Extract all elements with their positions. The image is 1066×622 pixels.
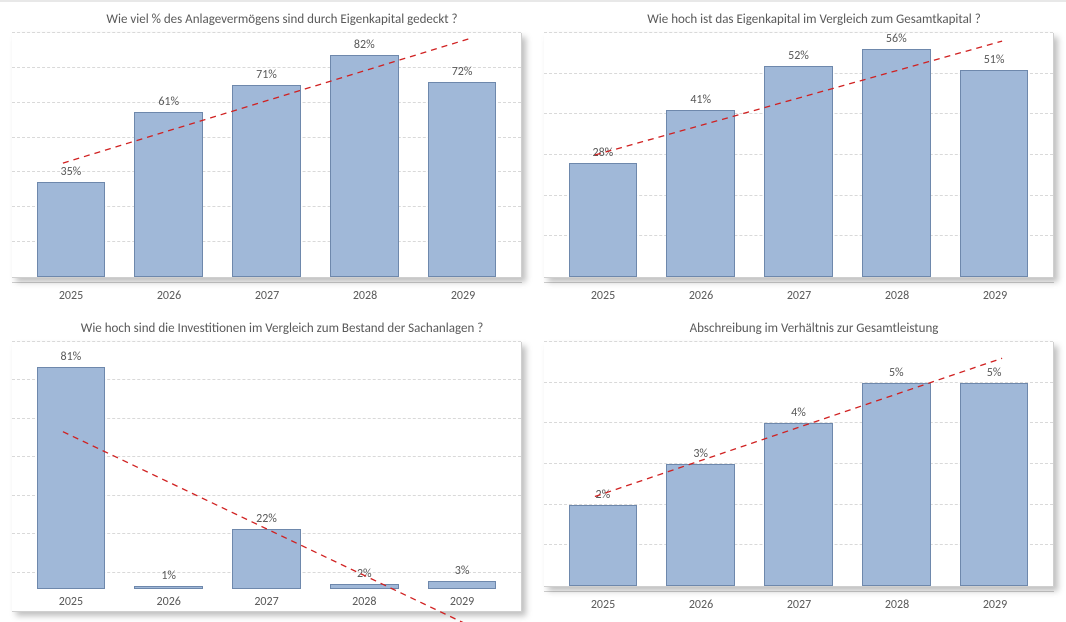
bar: 2% xyxy=(330,584,398,589)
bar-value-label: 41% xyxy=(690,93,711,107)
bars: 81% 1% 22% 2% 3% xyxy=(22,342,511,589)
chart-eigenkapitalquote: Wie hoch ist das Eigenkapital im Verglei… xyxy=(544,12,1054,303)
x-tick-label: 2028 xyxy=(315,595,413,609)
bar-value-label: 71% xyxy=(256,68,277,82)
chart-grid: Wie viel % des Anlagevermögens sind durc… xyxy=(12,12,1054,612)
chart-abschreibungsquote: Abschreibung im Verhältnis zur Gesamtlei… xyxy=(544,321,1054,612)
bar: 3% xyxy=(666,464,734,586)
bar: 82% xyxy=(330,55,398,277)
bar: 51% xyxy=(960,70,1028,277)
chart-title: Wie hoch sind die Investitionen im Vergl… xyxy=(12,321,522,336)
x-tick-label: 2026 xyxy=(652,598,750,612)
bar: 5% xyxy=(960,383,1028,586)
x-tick-label: 2025 xyxy=(554,289,652,303)
x-tick-label: 2029 xyxy=(946,598,1044,612)
bar: 1% xyxy=(134,586,202,589)
x-tick-label: 2025 xyxy=(554,598,652,612)
bar-value-label: 82% xyxy=(354,38,375,52)
x-tick-label: 2027 xyxy=(750,289,848,303)
bars: 35% 61% 71% 82% 72% xyxy=(22,33,511,277)
bar: 72% xyxy=(428,82,496,277)
bar: 2% xyxy=(569,505,637,586)
chart-title: Wie hoch ist das Eigenkapital im Verglei… xyxy=(544,12,1054,27)
chart-anlagedeckung: Wie viel % des Anlagevermögens sind durc… xyxy=(12,12,522,303)
bar-value-label: 22% xyxy=(256,512,277,526)
x-tick-label: 2029 xyxy=(946,289,1044,303)
x-axis: 20252026202720282029 xyxy=(544,282,1054,303)
bar: 56% xyxy=(862,49,930,277)
bar-value-label: 81% xyxy=(61,350,82,364)
x-axis: 20252026202720282029 xyxy=(544,591,1054,612)
chart-investitionsquote: Wie hoch sind die Investitionen im Vergl… xyxy=(12,321,522,612)
bar: 4% xyxy=(764,423,832,586)
x-tick-label: 2028 xyxy=(848,598,946,612)
bar-value-label: 52% xyxy=(788,49,809,63)
bar: 28% xyxy=(569,163,637,277)
bar: 41% xyxy=(666,110,734,277)
bar-value-label: 28% xyxy=(593,146,614,160)
plot-area: 28% 41% 52% 56% 51% xyxy=(544,33,1054,278)
plot-area: 81% 1% 22% 2% 3% 20252026202720282029 xyxy=(12,342,522,612)
x-axis: 20252026202720282029 xyxy=(12,282,522,303)
bar: 35% xyxy=(37,182,105,277)
bar-value-label: 5% xyxy=(889,366,904,380)
bar-value-label: 51% xyxy=(984,53,1005,67)
x-tick-label: 2026 xyxy=(120,595,218,609)
bar-value-label: 72% xyxy=(452,65,473,79)
bar-value-label: 1% xyxy=(161,569,176,583)
x-tick-label: 2025 xyxy=(22,595,120,609)
x-tick-label: 2029 xyxy=(413,595,511,609)
bar-value-label: 3% xyxy=(693,447,708,461)
bar-value-label: 2% xyxy=(596,488,611,502)
x-tick-label: 2026 xyxy=(120,289,218,303)
x-tick-label: 2028 xyxy=(316,289,414,303)
bar-value-label: 5% xyxy=(987,366,1002,380)
bar: 5% xyxy=(862,383,930,586)
bar: 71% xyxy=(232,85,300,277)
x-tick-label: 2027 xyxy=(218,595,316,609)
x-tick-label: 2027 xyxy=(750,598,848,612)
x-tick-label: 2028 xyxy=(848,289,946,303)
bar-value-label: 3% xyxy=(455,564,470,578)
x-tick-label: 2026 xyxy=(652,289,750,303)
x-axis: 20252026202720282029 xyxy=(12,595,521,609)
bar: 81% xyxy=(37,367,105,589)
bar-value-label: 56% xyxy=(886,32,907,46)
x-tick-label: 2029 xyxy=(414,289,512,303)
bar: 22% xyxy=(232,529,300,589)
bar-value-label: 2% xyxy=(357,567,372,581)
plot-area: 2%3%4%5%5% xyxy=(544,342,1054,587)
bar-value-label: 35% xyxy=(61,165,82,179)
x-tick-label: 2027 xyxy=(218,289,316,303)
bar: 52% xyxy=(764,66,832,277)
x-tick-label: 2025 xyxy=(22,289,120,303)
bars: 28% 41% 52% 56% 51% xyxy=(554,33,1043,277)
bar-value-label: 4% xyxy=(791,406,806,420)
chart-title: Wie viel % des Anlagevermögens sind durc… xyxy=(12,12,522,27)
bar-value-label: 61% xyxy=(158,95,179,109)
bar: 3% xyxy=(428,581,496,589)
plot-area: 35% 61% 71% 82% 72% xyxy=(12,33,522,278)
chart-title: Abschreibung im Verhältnis zur Gesamtlei… xyxy=(544,321,1054,336)
bar: 61% xyxy=(134,112,202,277)
bars: 2%3%4%5%5% xyxy=(554,342,1043,586)
